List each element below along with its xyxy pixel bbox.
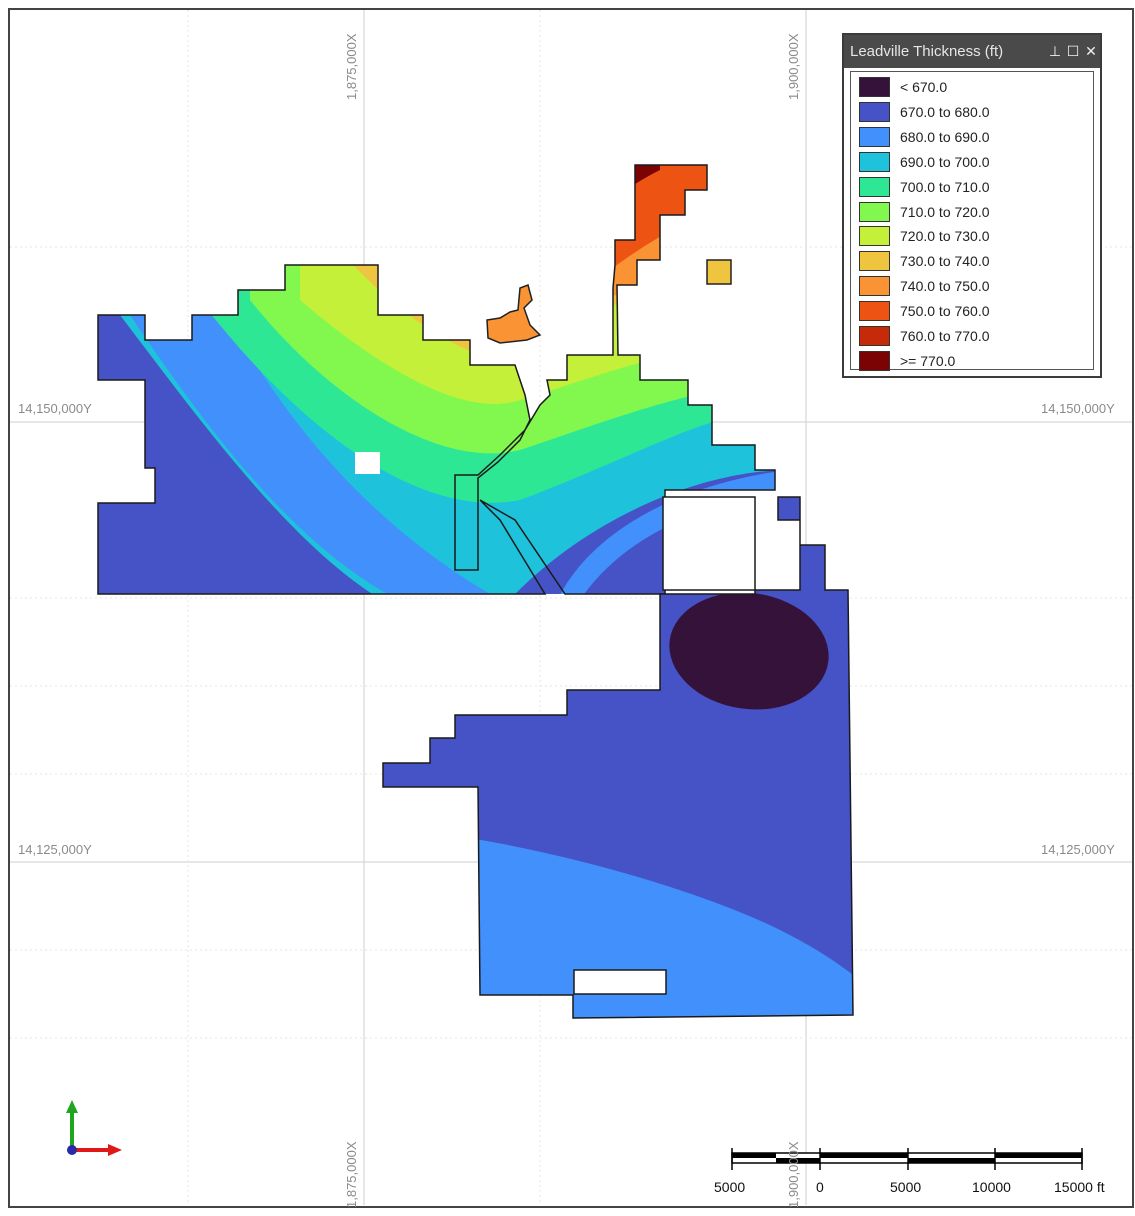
- legend-swatch: [859, 326, 890, 346]
- scale-label-1: 0: [816, 1179, 824, 1195]
- legend-title: Leadville Thickness (ft): [850, 43, 1004, 60]
- axis-triad-icon: [66, 1100, 122, 1156]
- y-label-right-2: 14,125,000Y: [1041, 842, 1115, 857]
- legend-swatch: [859, 276, 890, 297]
- scale-label-3: 10000: [972, 1179, 1011, 1195]
- legend-label: 740.0 to 750.0: [900, 278, 990, 295]
- legend-swatch: [859, 350, 890, 371]
- legend-item: 740.0 to 750.0: [859, 275, 990, 297]
- legend-swatch: [859, 101, 890, 122]
- maximize-icon[interactable]: ☐: [1066, 43, 1080, 59]
- scale-bar-graphic: [731, 1148, 1083, 1170]
- legend-label: 730.0 to 740.0: [900, 253, 990, 270]
- legend-panel[interactable]: Leadville Thickness (ft) ⊥ ☐ ✕ < 670.0 67…: [842, 33, 1102, 378]
- legend-item: 760.0 to 770.0: [859, 325, 990, 347]
- legend-header: Leadville Thickness (ft) ⊥ ☐ ✕: [844, 35, 1100, 68]
- legend-item: 750.0 to 760.0: [859, 300, 990, 322]
- legend-label: < 670.0: [900, 79, 948, 95]
- legend-swatch: [859, 176, 890, 197]
- pin-icon[interactable]: ⊥: [1048, 43, 1062, 59]
- legend-swatch: [859, 151, 890, 172]
- legend-swatch: [859, 301, 890, 322]
- scale-label-4: 15000 ft: [1054, 1179, 1105, 1195]
- y-label-left-2: 14,125,000Y: [18, 842, 92, 857]
- x-label-top-1: 1,875,000X: [344, 33, 359, 100]
- legend-item: >= 770.0: [859, 350, 955, 372]
- legend-item: 670.0 to 680.0: [859, 101, 990, 123]
- legend-item: 730.0 to 740.0: [859, 250, 990, 272]
- legend-label: 720.0 to 730.0: [900, 228, 990, 245]
- legend-swatch: [859, 126, 890, 147]
- x-label-top-2: 1,900,000X: [786, 33, 801, 100]
- legend-label: >= 770.0: [900, 352, 956, 369]
- legend-label: 670.0 to 680.0: [900, 103, 990, 120]
- legend-item: 710.0 to 720.0: [859, 201, 990, 223]
- legend-label: 690.0 to 700.0: [900, 153, 990, 170]
- close-icon[interactable]: ✕: [1085, 43, 1097, 59]
- y-label-right-1: 14,150,000Y: [1041, 401, 1115, 416]
- orange-patch-north: [486, 259, 732, 344]
- scale-bar: 5000 0 5000 10000 15000 ft: [700, 1145, 1130, 1205]
- x-label-bottom-1: 1,875,000X: [344, 1141, 359, 1208]
- legend-item: 700.0 to 710.0: [859, 176, 990, 198]
- north-block-outline: [97, 164, 776, 595]
- legend-item: < 670.0: [859, 76, 947, 98]
- legend-label: 710.0 to 720.0: [900, 203, 990, 220]
- legend-item: 720.0 to 730.0: [859, 225, 990, 247]
- legend-swatch: [859, 251, 890, 272]
- legend-item: 690.0 to 700.0: [859, 151, 990, 173]
- legend-label: 750.0 to 760.0: [900, 303, 990, 320]
- legend-item: 680.0 to 690.0: [859, 126, 990, 148]
- legend-body: < 670.0 670.0 to 680.0 680.0 to 690.0 690.0…: [850, 71, 1094, 372]
- legend-label: 680.0 to 690.0: [900, 128, 990, 145]
- legend-swatch: [859, 201, 890, 222]
- y-label-left-1: 14,150,000Y: [18, 401, 92, 416]
- north-white-hole: [662, 496, 756, 591]
- scale-label-2: 5000: [890, 1179, 922, 1195]
- scale-label-0: 5000: [714, 1179, 746, 1195]
- legend-label: 760.0 to 770.0: [900, 328, 990, 344]
- legend-label: 700.0 to 710.0: [900, 178, 990, 195]
- south-white-hole: [573, 969, 667, 995]
- legend-swatch: [859, 226, 890, 247]
- legend-swatch: [859, 77, 890, 97]
- south-block-outline: [382, 496, 854, 1019]
